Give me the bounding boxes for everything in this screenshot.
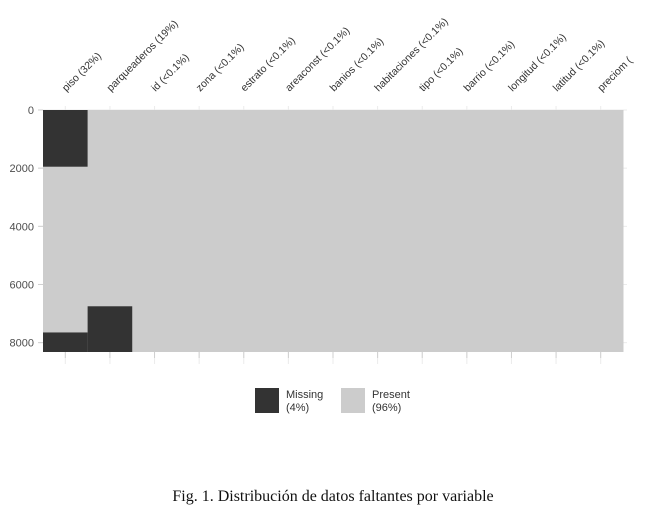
missing-block bbox=[43, 110, 88, 167]
present-tile bbox=[399, 110, 446, 352]
present-tile bbox=[310, 110, 356, 352]
legend-label: Missing bbox=[286, 389, 323, 401]
y-tick-label: 6000 bbox=[10, 279, 34, 291]
figure-caption: Fig. 1. Distribución de datos faltantes … bbox=[172, 488, 494, 505]
present-tile bbox=[578, 110, 624, 352]
present-tile bbox=[489, 110, 535, 352]
present-tile bbox=[132, 110, 178, 352]
column-label: habitaciones (<0.1%) bbox=[372, 16, 450, 94]
legend-percent: (96%) bbox=[372, 402, 401, 414]
column-label: piso (32%) bbox=[60, 50, 104, 94]
y-tick-label: 0 bbox=[28, 105, 34, 117]
y-axis: 0 2000 4000 6000 8000 bbox=[10, 105, 43, 350]
legend-percent: (4%) bbox=[286, 402, 309, 414]
legend-label: Present bbox=[372, 389, 410, 401]
present-tile bbox=[533, 110, 579, 352]
column-label: tipo (<0.1%) bbox=[417, 45, 466, 94]
plot-area bbox=[43, 110, 624, 358]
present-tile bbox=[266, 110, 312, 352]
legend-swatch bbox=[341, 388, 365, 413]
column-label: id (<0.1%) bbox=[149, 52, 192, 95]
column-label: parqueaderos (19%) bbox=[105, 18, 181, 94]
present-tile bbox=[176, 110, 222, 352]
missing-block bbox=[87, 306, 133, 352]
y-tick-label: 2000 bbox=[10, 163, 34, 175]
legend-swatch bbox=[255, 388, 279, 413]
missing-block bbox=[43, 332, 88, 352]
y-tick-label: 4000 bbox=[10, 221, 34, 233]
present-tile bbox=[221, 110, 267, 352]
legend: Missing(4%) Present(96%) bbox=[255, 388, 410, 414]
column-label: preciom ( bbox=[595, 54, 635, 94]
present-tile bbox=[444, 110, 490, 352]
y-tick-label: 8000 bbox=[10, 338, 34, 350]
column-labels: piso (32%) parqueaderos (19%)id (<0.1%) zo… bbox=[60, 16, 635, 94]
present-tile bbox=[355, 110, 401, 352]
